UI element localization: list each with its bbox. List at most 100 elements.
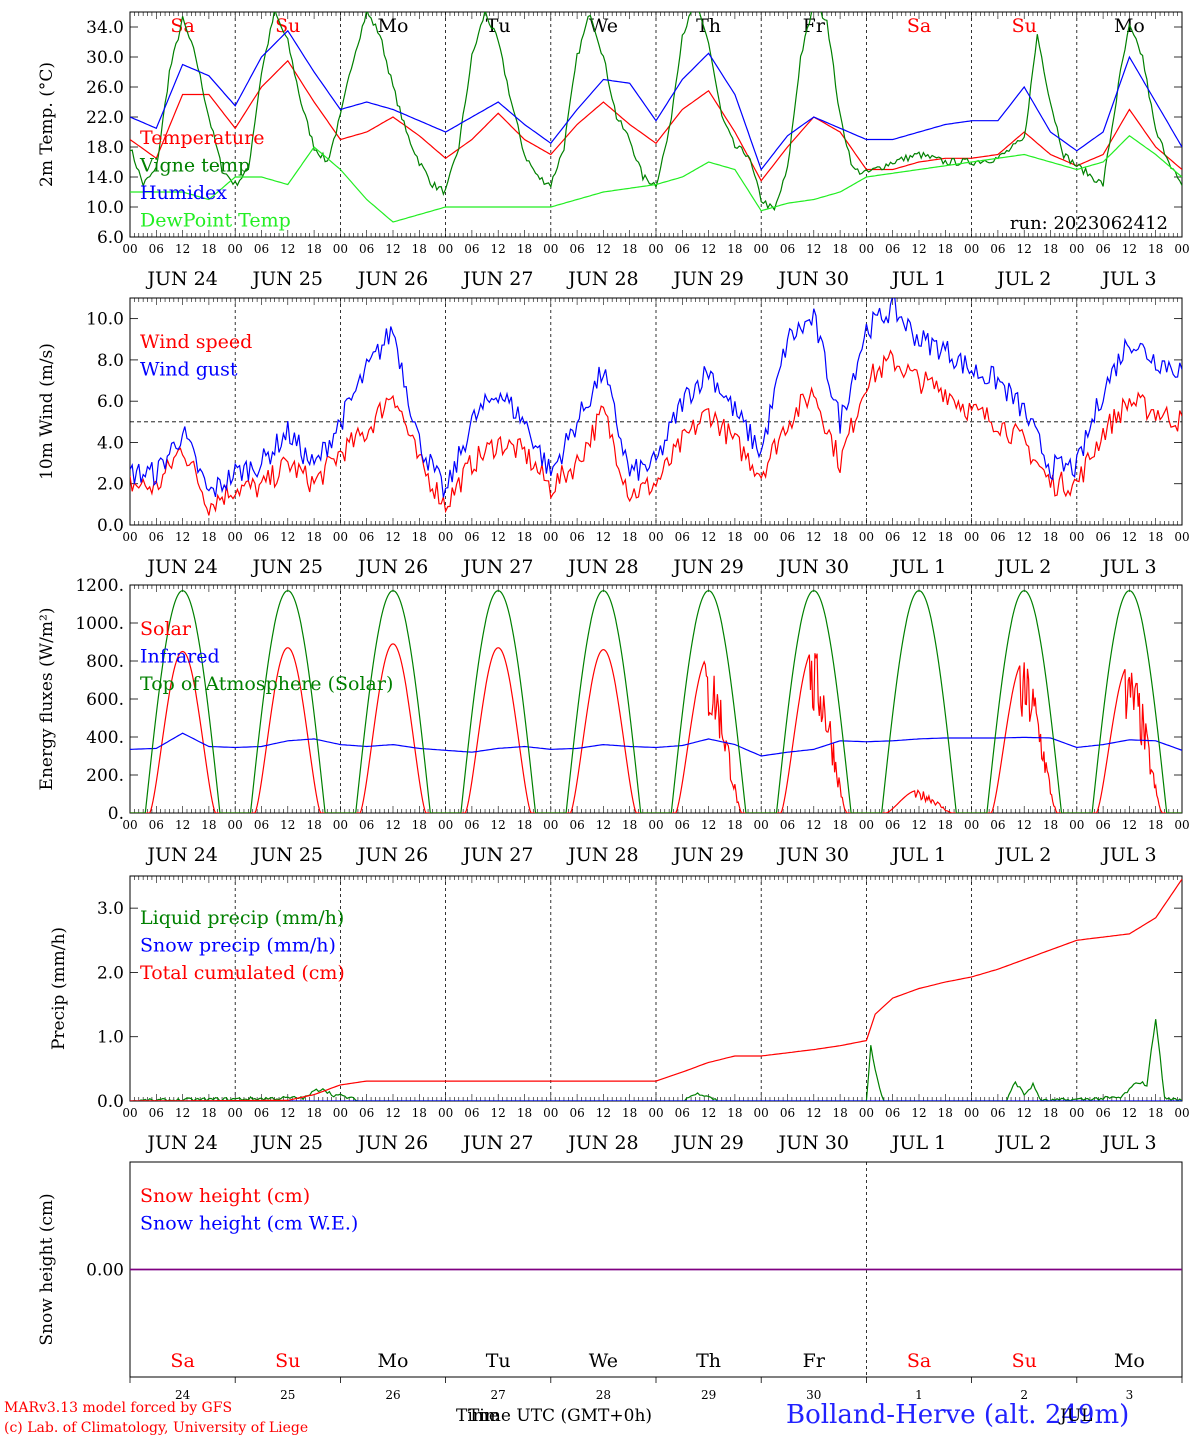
date-label: JUL 1 <box>890 556 946 578</box>
hour-tick-label: 06 <box>569 242 584 256</box>
series-line <box>130 878 1182 1101</box>
legend-entry: Temperature <box>140 127 264 149</box>
weekday-label: Su <box>275 15 300 37</box>
series-group <box>130 298 1182 516</box>
hour-tick-label: 12 <box>1017 530 1032 544</box>
weekday-label: Tu <box>486 1350 511 1372</box>
hour-tick-label: 06 <box>885 818 900 832</box>
hour-tick-label: 06 <box>149 1106 164 1120</box>
day-number-label: 29 <box>701 1388 716 1402</box>
hour-tick-label: 06 <box>254 1106 269 1120</box>
legend-entry: Top of Atmosphere (Solar) <box>140 673 393 695</box>
hour-tick-label: 06 <box>675 818 690 832</box>
date-label: JUL 1 <box>890 1132 946 1154</box>
series-group <box>130 12 1182 223</box>
hour-tick-label: 00 <box>964 530 979 544</box>
y-axis-label: Energy fluxes (W/m²) <box>37 608 57 791</box>
hour-tick-label: 00 <box>438 818 453 832</box>
x-axis-title: Time UTC (GMT+0h) <box>468 1406 653 1426</box>
hour-tick-label: 12 <box>1017 1106 1032 1120</box>
hour-tick-label: 00 <box>964 1106 979 1120</box>
weekday-label: Sa <box>907 15 931 37</box>
hour-tick-label: 18 <box>727 818 742 832</box>
hour-tick-label: 18 <box>1043 818 1058 832</box>
date-label: JUL 2 <box>995 556 1051 578</box>
hour-tick-label: 18 <box>306 242 321 256</box>
weekday-label: Sa <box>907 1350 931 1372</box>
hour-tick-label: 00 <box>333 1106 348 1120</box>
legend-entry: Wind speed <box>140 331 252 353</box>
hour-tick-label: 00 <box>333 818 348 832</box>
hour-tick-label: 12 <box>596 242 611 256</box>
date-label: JUL 3 <box>1100 556 1156 578</box>
hour-tick-label: 00 <box>859 1106 874 1120</box>
hour-tick-label: 12 <box>280 530 295 544</box>
hour-tick-label: 18 <box>412 242 427 256</box>
weekday-label: Mo <box>378 1350 409 1372</box>
date-label: JUN 27 <box>461 556 533 578</box>
hour-tick-label: 18 <box>1043 530 1058 544</box>
hour-tick-label: 18 <box>201 242 216 256</box>
hour-tick-label: 18 <box>622 818 637 832</box>
y-axis-label: Snow height (cm) <box>37 1193 57 1345</box>
hour-tick-label: 12 <box>596 818 611 832</box>
series-line <box>130 349 1182 516</box>
weekday-label: Tu <box>486 15 511 37</box>
date-label: JUL 3 <box>1100 1132 1156 1154</box>
hour-tick-label: 00 <box>333 242 348 256</box>
hour-tick-label: 12 <box>385 530 400 544</box>
date-label: JUN 28 <box>566 1132 638 1154</box>
date-label: JUN 28 <box>566 268 638 290</box>
y-tick-label: 1200. <box>75 576 124 596</box>
y-tick-label: 0.00 <box>86 1261 124 1281</box>
date-label: JUN 27 <box>461 268 533 290</box>
hour-tick-label: 06 <box>149 818 164 832</box>
panel-frame <box>129 11 1183 238</box>
model-credit-line: MARv3.13 model forced by GFS <box>4 1400 233 1416</box>
hour-tick-label: 00 <box>438 242 453 256</box>
legend-entry: Wind gust <box>140 359 238 381</box>
hour-tick-label: 06 <box>359 818 374 832</box>
hour-tick-label: 00 <box>543 530 558 544</box>
hour-tick-label: 00 <box>543 1106 558 1120</box>
y-tick-label: 400. <box>86 728 124 748</box>
hour-tick-label: 06 <box>990 818 1005 832</box>
weekday-label: Mo <box>1114 1350 1145 1372</box>
y-tick-label: 4.0 <box>97 433 124 453</box>
date-label: JUN 29 <box>671 556 743 578</box>
hour-tick-label: 18 <box>201 818 216 832</box>
weekday-label: We <box>589 15 618 37</box>
hour-tick-label: 00 <box>1174 1106 1189 1120</box>
date-label: JUN 29 <box>671 268 743 290</box>
day-number-label: 26 <box>385 1388 400 1402</box>
y-tick-label: 6.0 <box>97 392 124 412</box>
hour-tick-label: 18 <box>938 818 953 832</box>
y-tick-label: 800. <box>86 652 124 672</box>
hour-tick-label: 00 <box>1069 1106 1084 1120</box>
weekday-label: Su <box>275 1350 300 1372</box>
series-line <box>130 590 1182 813</box>
date-label: JUN 24 <box>145 844 217 866</box>
x-axis-title-overlap: Time <box>456 1406 499 1426</box>
date-label: JUN 30 <box>777 1132 849 1154</box>
hour-tick-label: 06 <box>990 242 1005 256</box>
lab-credit-line: (c) Lab. of Climatology, University of L… <box>4 1420 309 1436</box>
date-label: JUN 28 <box>566 844 638 866</box>
date-label: JUN 29 <box>671 844 743 866</box>
hour-tick-label: 06 <box>149 242 164 256</box>
series-line <box>130 298 1182 498</box>
legend-entry: Infrared <box>140 646 220 668</box>
date-label: JUN 27 <box>461 1132 533 1154</box>
series-line <box>130 643 1182 813</box>
series-group <box>130 590 1182 813</box>
hour-tick-label: 12 <box>491 530 506 544</box>
hour-tick-label: 12 <box>491 242 506 256</box>
hour-tick-label: 12 <box>701 1106 716 1120</box>
hour-tick-label: 06 <box>464 1106 479 1120</box>
hour-tick-label: 00 <box>964 242 979 256</box>
hour-tick-label: 12 <box>175 818 190 832</box>
y-tick-label: 0.0 <box>97 1092 124 1112</box>
date-label: JUN 24 <box>145 268 217 290</box>
hour-tick-label: 12 <box>175 242 190 256</box>
hour-tick-label: 12 <box>385 242 400 256</box>
